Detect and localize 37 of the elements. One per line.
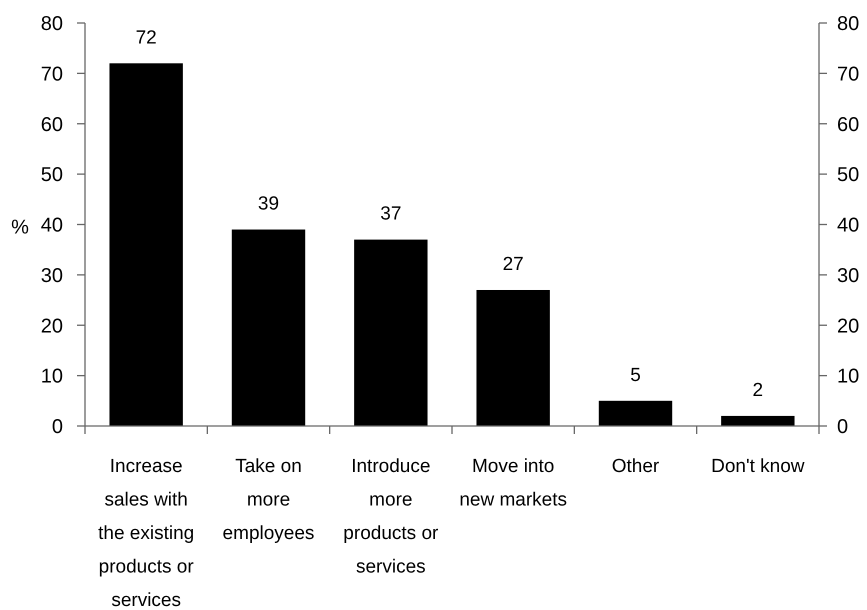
y-tick-label: 10 <box>40 366 63 388</box>
data-label: 39 <box>258 194 280 215</box>
y2-tick-label: 30 <box>837 264 860 287</box>
y2-tick-label: 80 <box>837 13 860 35</box>
y-axis-title: % <box>11 216 30 238</box>
bar <box>721 416 795 426</box>
x-tick-label: Introduce more products or services <box>343 456 440 578</box>
x-tick-label: Take on more employees <box>222 456 314 544</box>
data-label: 2 <box>752 380 764 401</box>
y-tick-label: 80 <box>40 13 63 35</box>
bar <box>598 400 672 426</box>
y-tick-label: 70 <box>40 63 63 86</box>
data-label: 27 <box>502 254 524 275</box>
bar <box>476 290 550 426</box>
x-tick-label: Move into new markets <box>459 456 568 510</box>
data-label: 72 <box>136 27 157 48</box>
bar <box>232 230 306 426</box>
data-label: 5 <box>630 364 641 386</box>
y2-tick-label: 10 <box>837 366 860 388</box>
bar <box>109 63 183 426</box>
x-tick-label: Don't know <box>711 456 805 477</box>
y2-tick-label: 50 <box>837 164 860 186</box>
y-tick-label: 60 <box>40 114 63 136</box>
y-tick-label: 40 <box>40 214 63 236</box>
y2-tick-label: 70 <box>837 63 860 86</box>
y2-tick-label: 40 <box>837 214 860 236</box>
y-tick-label: 20 <box>40 315 63 338</box>
y-tick-label: 30 <box>40 264 63 287</box>
x-tick-label: Other <box>612 456 660 477</box>
y2-tick-label: 0 <box>837 416 848 438</box>
y2-tick-label: 20 <box>837 315 860 338</box>
y-tick-label: 50 <box>40 164 63 186</box>
y2-tick-label: 60 <box>837 114 860 136</box>
bar <box>354 240 428 426</box>
data-label: 37 <box>380 204 402 225</box>
y-tick-label: 0 <box>52 416 63 438</box>
x-tick-label: Increase sales with the existing products or services <box>98 456 194 610</box>
